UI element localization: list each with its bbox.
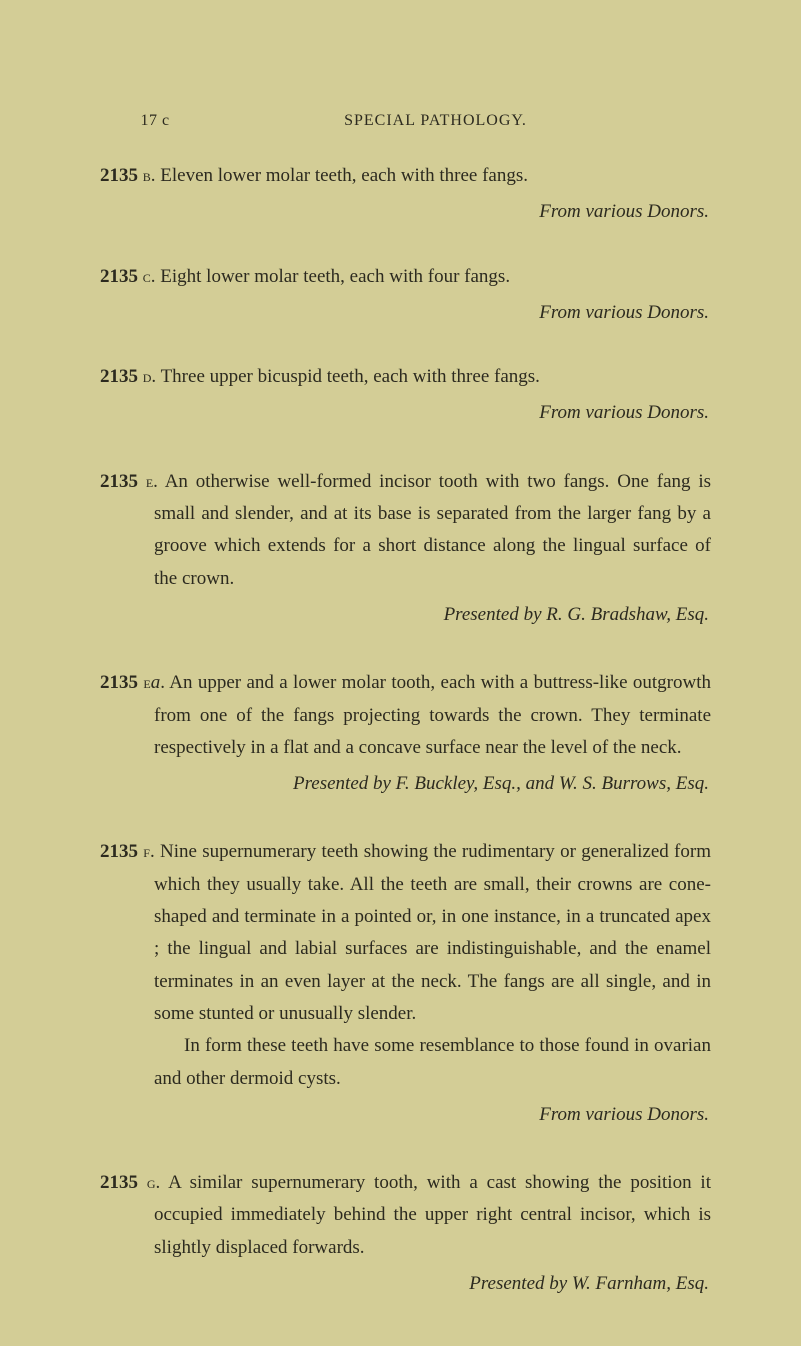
entry-number: 2135 [100, 1172, 138, 1193]
catalogue-entry: 2135 ea. An upper and a lower molar toot… [100, 667, 711, 800]
entry-letter: f [143, 842, 150, 861]
catalogue-entry: 2135 f. Nine supernumerary teeth showing… [100, 836, 711, 1131]
entry-letter: c [143, 267, 151, 286]
entry-body: 2135 f. Nine supernumerary teeth showing… [100, 836, 711, 1030]
entry-attribution: From various Donors. [100, 196, 711, 228]
entry-text: . Nine supernumerary teeth showing the r… [150, 841, 711, 1023]
entry-attribution: Presented by R. G. Bradshaw, Esq. [100, 599, 711, 631]
entry-letter: b [143, 166, 151, 185]
catalogue-entry: 2135 b. Eleven lower molar teeth, each w… [100, 160, 711, 229]
entry-text: . An upper and a lower molar tooth, each… [154, 672, 711, 758]
catalogue-entry: 2135 g. A similar supernumerary tooth, w… [100, 1167, 711, 1300]
entry-number: 2135 [100, 266, 138, 287]
entry-text: . A similar supernumerary tooth, with a … [154, 1172, 711, 1258]
catalogue-entry: 2135 d. Three upper bicuspid teeth, each… [100, 361, 711, 430]
entry-attribution: From various Donors. [100, 297, 711, 329]
page: 17 c SPECIAL PATHOLOGY. 2135 b. Eleven l… [0, 0, 801, 1346]
entry-attribution: Presented by F. Buckley, Esq., and W. S.… [100, 768, 711, 800]
entry-body: 2135 ea. An upper and a lower molar toot… [100, 667, 711, 764]
entry-text: . An otherwise well-formed incisor tooth… [153, 471, 711, 589]
entry-number: 2135 [100, 672, 138, 693]
entry-number: 2135 [100, 165, 138, 186]
catalogue-entry: 2135 e. An otherwise well-formed incisor… [100, 466, 711, 631]
entry-body: 2135 b. Eleven lower molar teeth, each w… [100, 160, 711, 192]
entry-body: 2135 g. A similar supernumerary tooth, w… [100, 1167, 711, 1264]
entry-attribution: From various Donors. [100, 397, 711, 429]
page-number: 17 c [141, 112, 201, 130]
entry-text: . Eleven lower molar teeth, each with th… [151, 165, 528, 186]
entry-attribution: Presented by W. Farnham, Esq. [100, 1268, 711, 1300]
entry-number: 2135 [100, 471, 138, 492]
entry-number: 2135 [100, 366, 138, 387]
entry-attribution: From various Donors. [100, 1099, 711, 1131]
page-title: SPECIAL PATHOLOGY. [201, 112, 671, 130]
entry-text: . Three upper bicuspid teeth, each with … [151, 366, 539, 387]
entry-text-continued: In form these teeth have some resemblanc… [100, 1030, 711, 1095]
entry-suffix: a [151, 672, 161, 693]
entry-body: 2135 e. An otherwise well-formed incisor… [100, 466, 711, 595]
catalogue-entry: 2135 c. Eight lower molar teeth, each wi… [100, 261, 711, 330]
entry-letter: g [147, 1173, 156, 1192]
entry-body: 2135 d. Three upper bicuspid teeth, each… [100, 361, 711, 393]
entry-text: . Eight lower molar teeth, each with fou… [151, 266, 510, 287]
entry-number: 2135 [100, 841, 138, 862]
entry-body: 2135 c. Eight lower molar teeth, each wi… [100, 261, 711, 293]
entry-letter: e [143, 673, 150, 692]
page-header: 17 c SPECIAL PATHOLOGY. [141, 112, 671, 130]
